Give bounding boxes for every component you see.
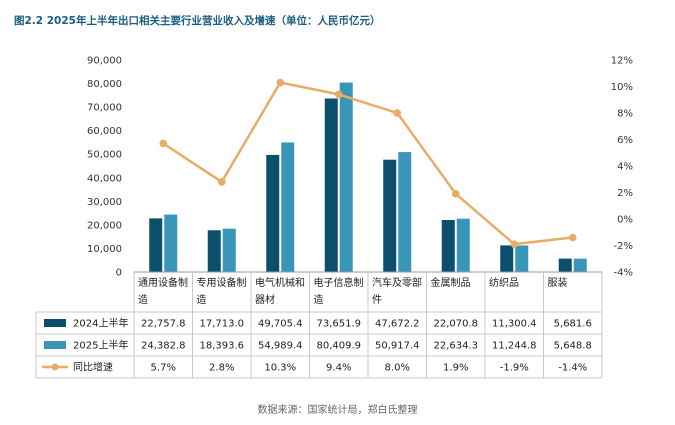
table-cell: 18,393.6 (199, 341, 244, 352)
category-label: 金属制品 (431, 276, 471, 289)
bar-2025 (515, 245, 529, 272)
table-cell: 49,705.4 (258, 319, 303, 330)
growth-point (159, 139, 168, 148)
bar-2024 (383, 159, 397, 272)
table-cell: 80,409.9 (316, 341, 361, 352)
right-axis-tick-label: -4% (614, 268, 633, 279)
table-cell: 11,300.4 (492, 319, 537, 330)
category-label: 造 (314, 293, 324, 306)
growth-point (217, 178, 226, 186)
category-label: 专用设备制 (197, 276, 247, 289)
chart-title: 图2.2 2025年上半年出口相关主要行业营业收入及增速（单位：人民币亿元） (14, 15, 381, 27)
bar-2024 (207, 230, 221, 272)
table-cell: 22,070.8 (433, 319, 478, 330)
left-axis-tick-label: 20,000 (87, 220, 122, 231)
category-label: 服装 (548, 276, 568, 289)
left-axis-tick-label: 40,000 (87, 173, 122, 184)
table-cell: -1.9% (500, 363, 529, 374)
category-label: 通用设备制 (138, 276, 188, 289)
bar-2025 (222, 228, 236, 272)
category-label: 器材 (255, 293, 275, 306)
table-cell: 73,651.9 (316, 319, 361, 330)
legend-swatch-marker (51, 363, 59, 371)
left-axis-tick-label: 70,000 (87, 103, 122, 114)
left-axis-tick-label: 50,000 (87, 150, 122, 161)
category-label: 件 (372, 294, 382, 306)
right-axis-tick-label: 4% (617, 162, 633, 173)
growth-point (568, 233, 577, 242)
legend-label-0: 2024上半年 (73, 317, 128, 330)
table-cell: 1.9% (443, 363, 468, 374)
table-cell: 11,244.8 (492, 341, 537, 352)
growth-point (393, 109, 402, 117)
category-label: 造 (197, 293, 207, 306)
legend-swatch-1 (44, 341, 66, 349)
category-label: 电气机械和 (255, 276, 305, 289)
bar-2025 (164, 214, 178, 272)
bar-series (149, 82, 587, 273)
right-axis-tick-label: 8% (617, 109, 633, 120)
legend-label-1: 2025上半年 (73, 339, 128, 352)
category-label: 纺织品 (489, 276, 519, 289)
left-axis-tick-label: 30,000 (87, 197, 122, 208)
right-axis-tick-label: 2% (617, 188, 633, 199)
table-cell: 5.7% (151, 363, 176, 374)
bar-2024 (441, 220, 455, 272)
left-axis-tick-label: 90,000 (87, 56, 122, 67)
table-cell: 9.4% (326, 363, 351, 374)
bar-2024 (149, 218, 163, 272)
left-axis-tick-label: 0 (116, 268, 122, 279)
left-axis-tick-label: 80,000 (87, 79, 122, 90)
table-cell: 24,382.8 (141, 341, 186, 352)
right-axis-ticks: -4% -2% 0% 2% 4% 6% 8% 10% 12% (611, 56, 633, 279)
bar-2024 (324, 98, 338, 273)
table-cell: 22,634.3 (433, 341, 478, 352)
bar-2024 (500, 245, 514, 272)
right-axis-tick-label: 10% (611, 82, 633, 93)
growth-point (276, 78, 285, 87)
source-note: 数据来源：国家统计局，郑白氏整理 (257, 405, 418, 416)
table-cell: 22,757.8 (141, 319, 186, 330)
bar-2025 (398, 152, 412, 272)
table-cell: 17,713.0 (199, 319, 244, 330)
left-axis-ticks: 0 10,000 20,000 30,000 40,000 50,000 60,000 70,… (87, 56, 122, 279)
category-label: 电子信息制 (314, 276, 364, 289)
table-cell: 54,989.4 (258, 341, 303, 352)
category-label: 造 (138, 293, 148, 306)
legend-swatch-0 (44, 319, 66, 327)
bar-2025 (456, 218, 470, 272)
right-axis-tick-label: 12% (611, 56, 633, 67)
growth-line-series (159, 78, 577, 248)
table-cell: 2.8% (209, 363, 234, 374)
table-cell: 5,648.8 (554, 341, 592, 352)
table-cell: 8.0% (385, 363, 410, 374)
table-cell: -1.4% (558, 363, 587, 374)
table-cell: 5,681.6 (554, 319, 592, 330)
bar-2025 (281, 142, 295, 272)
growth-point (510, 240, 519, 248)
legend-label-2: 同比增速 (73, 361, 113, 374)
bar-2025 (339, 82, 353, 272)
left-axis-tick-label: 10,000 (87, 244, 122, 255)
right-axis-tick-label: -2% (614, 241, 633, 252)
right-axis-tick-label: 6% (617, 135, 633, 146)
right-axis-tick-label: 0% (617, 215, 633, 226)
bar-2024 (558, 258, 572, 272)
growth-point (334, 90, 343, 99)
growth-line (162, 81, 573, 246)
table-cell: 47,672.2 (375, 319, 420, 330)
left-axis-tick-label: 60,000 (87, 126, 122, 137)
table-cell: 10.3% (264, 363, 296, 374)
bar-2025 (573, 258, 587, 272)
category-label: 汽车及零部 (372, 276, 422, 289)
table-cell: 50,917.4 (375, 341, 420, 352)
growth-point (451, 190, 460, 198)
bar-2024 (266, 154, 280, 272)
